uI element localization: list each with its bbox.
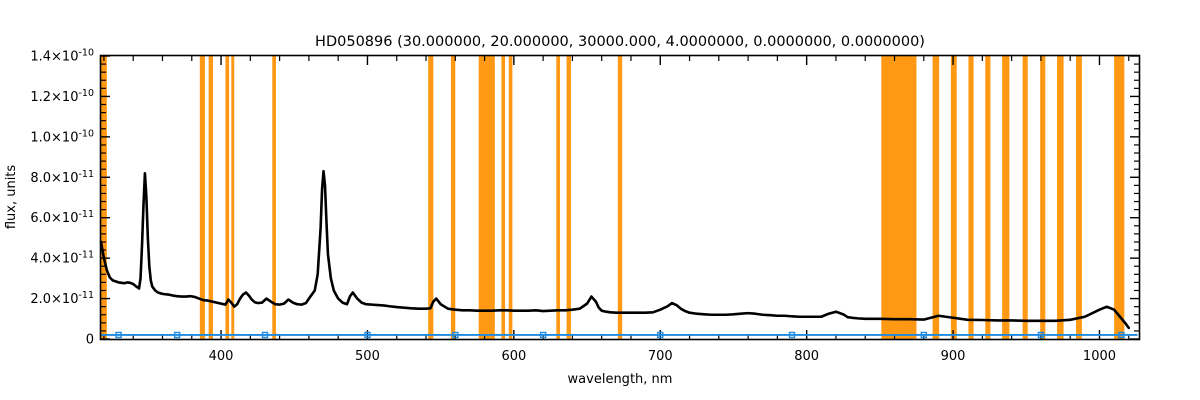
x-tick-label: 600 <box>501 349 526 364</box>
plot-title: HD050896 (30.000000, 20.000000, 30000.00… <box>315 34 925 50</box>
y-tick-label: 0 <box>86 333 94 348</box>
masked-band <box>968 56 974 339</box>
y-tick-label: 1.0×10-10 <box>30 128 94 145</box>
masked-band <box>1022 56 1028 339</box>
masked-band <box>617 56 623 339</box>
masked-band <box>501 56 506 339</box>
y-axis-label: flux, units <box>4 165 19 230</box>
masked-band <box>225 56 230 339</box>
masked-band <box>881 56 917 339</box>
x-tick-label: 500 <box>355 349 380 364</box>
baseline-marker <box>1037 331 1045 339</box>
baseline-marker <box>115 331 122 339</box>
masked-band <box>1076 56 1082 339</box>
masked-band <box>508 56 513 339</box>
x-axis-label: wavelength, nm <box>568 372 673 387</box>
x-tick-label: 1000 <box>1083 349 1116 364</box>
masked-band <box>450 56 456 339</box>
y-tick-label: 2.0×10-11 <box>30 290 94 307</box>
flux-spectrum-series <box>99 169 1131 330</box>
masked-band <box>566 56 571 339</box>
baseline-marker <box>920 331 927 339</box>
masked-band <box>1040 56 1046 339</box>
y-tick-label: 1.2×10-10 <box>30 88 94 105</box>
masked-band <box>101 56 107 339</box>
baseline-marker <box>261 331 269 339</box>
baseline-marker <box>452 331 459 339</box>
x-tick-label: 900 <box>941 349 966 364</box>
x-tick-label: 800 <box>794 349 819 364</box>
masked-bands-group <box>101 56 1125 339</box>
masked-band <box>208 56 213 339</box>
masked-band <box>932 56 940 339</box>
masked-band <box>199 56 205 339</box>
masked-band <box>950 56 957 339</box>
baseline-marker <box>539 331 547 339</box>
baseline-marker <box>1118 331 1125 339</box>
masked-band <box>1002 56 1010 339</box>
baseline-marker <box>657 331 664 339</box>
baseline-marker <box>364 331 371 339</box>
y-tick-label: 1.4×10-10 <box>30 48 94 65</box>
x-tick-label: 700 <box>648 349 673 364</box>
masked-band <box>272 56 276 339</box>
baseline-marker <box>173 331 181 339</box>
masked-band <box>985 56 991 339</box>
baseline-marker <box>788 331 796 339</box>
y-tick-label: 6.0×10-11 <box>30 209 94 226</box>
masked-band <box>478 56 495 339</box>
x-tick-label: 400 <box>209 349 234 364</box>
masked-band <box>428 56 434 339</box>
y-tick-labels: 0 2.0×10-11 4.0×10-11 6.0×10-11 8.0×10-11 1.0… <box>30 48 94 348</box>
masked-band <box>1057 56 1064 339</box>
plot-frame <box>99 54 1141 341</box>
masked-band <box>556 56 560 339</box>
masked-band <box>1114 56 1125 339</box>
baseline-markers <box>115 331 1125 339</box>
x-tick-labels: 400 500 600 700 800 900 1000 <box>209 349 1116 364</box>
y-tick-label: 4.0×10-11 <box>30 250 94 267</box>
y-tick-label: 8.0×10-11 <box>30 169 94 186</box>
masked-band <box>231 56 235 339</box>
